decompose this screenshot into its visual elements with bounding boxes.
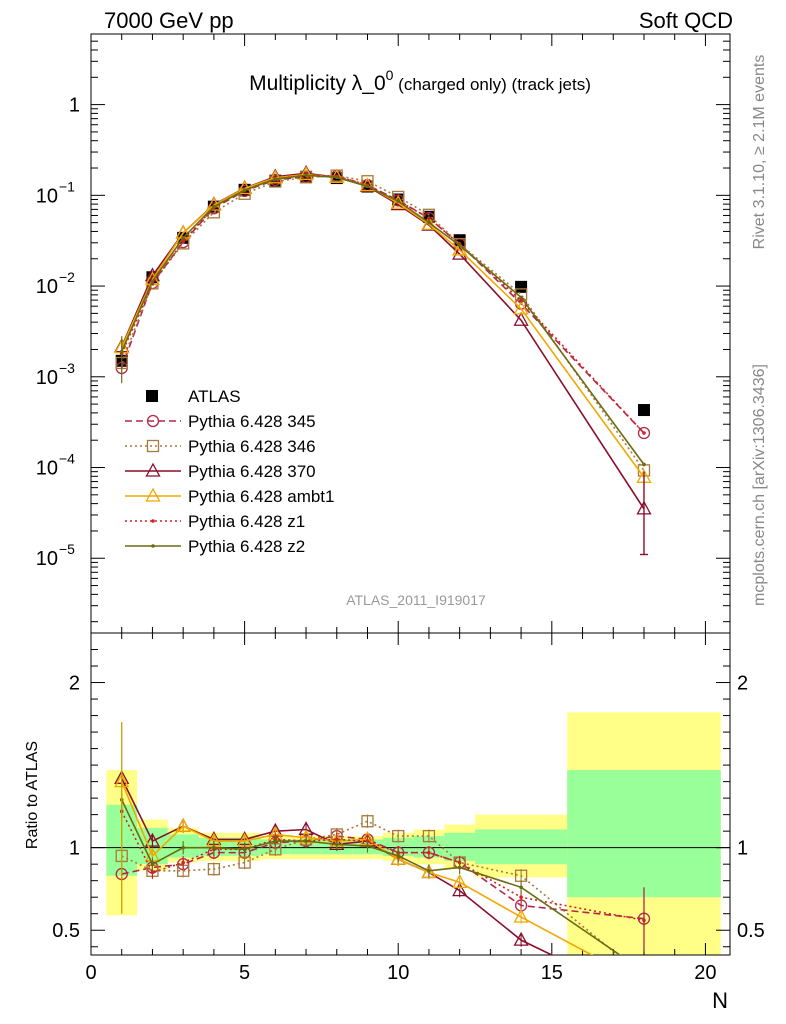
x-tick-label: 15 xyxy=(541,962,563,984)
ratio-line-5 xyxy=(120,799,622,955)
series-point-4 xyxy=(513,300,529,315)
ratio-series-layer xyxy=(114,722,651,955)
series-point-6 xyxy=(212,204,216,209)
series-point-6 xyxy=(365,184,370,189)
series-point-4 xyxy=(267,169,283,184)
series-point-4 xyxy=(237,180,253,195)
ratio-y-tick-label: 2 xyxy=(69,673,80,695)
legend-label: Pythia 6.428 z2 xyxy=(188,537,305,556)
band-green-13 xyxy=(567,770,721,898)
ticks xyxy=(90,33,730,955)
y-tick-label: 10 xyxy=(36,276,58,298)
y-tick-label: 10 xyxy=(36,367,58,389)
ratio-y-tick-label-right: 1 xyxy=(737,838,748,860)
legend-marker xyxy=(151,519,155,523)
series-point-4 xyxy=(390,194,406,209)
ratio-y-tick-label: 1 xyxy=(69,838,80,860)
legend-marker xyxy=(146,390,158,402)
ratio-line-4 xyxy=(121,810,645,922)
legend-label: Pythia 6.428 345 xyxy=(188,412,316,431)
legend-label: Pythia 6.428 ambt1 xyxy=(188,487,334,506)
legend: ATLAS Pythia 6.428 345 Pythia 6.428 346 Pyt… xyxy=(125,387,334,556)
x-tick-label: 10 xyxy=(387,962,409,984)
series-line-6 xyxy=(120,174,645,465)
series-point-3 xyxy=(513,311,529,326)
series-point-6 xyxy=(457,243,462,248)
x-axis-label: N xyxy=(712,988,728,1013)
header-left: 7000 GeV pp xyxy=(104,8,234,33)
series-point-5 xyxy=(181,239,185,244)
side-label-top: Rivet 3.1.10, ≥ 2.1M events xyxy=(751,55,768,250)
series-point-6 xyxy=(642,462,646,467)
ratio-y-tick-label-right: 2 xyxy=(737,673,748,695)
series-point-5 xyxy=(427,216,431,220)
series-point-4 xyxy=(298,166,314,181)
y-tick-exponent: −3 xyxy=(59,360,75,376)
series-point-6 xyxy=(519,295,523,300)
y-tick-label: 10 xyxy=(36,548,58,570)
ratio-y-tick-label: 0.5 xyxy=(52,920,80,942)
series-line-5 xyxy=(120,174,645,434)
x-tick-label: 0 xyxy=(85,962,96,984)
legend-label: Pythia 6.428 z1 xyxy=(188,512,305,531)
legend-label: ATLAS xyxy=(188,387,241,406)
ratio-y-tick-label-right: 0.5 xyxy=(737,920,765,942)
legend-marker xyxy=(145,487,161,502)
y-tick-exponent: −2 xyxy=(59,269,75,285)
side-label-bottom: mcplots.cern.ch [arXiv:1306.3436] xyxy=(751,364,768,606)
legend-marker xyxy=(145,462,161,477)
y-tick-exponent: −5 xyxy=(59,541,75,557)
main-frame xyxy=(90,33,731,634)
band-green-12 xyxy=(475,829,568,865)
atlas-point xyxy=(637,404,650,417)
series-point-6 xyxy=(427,220,431,225)
series-point-6 xyxy=(334,175,339,180)
series-point-6 xyxy=(273,177,278,181)
series-point-5 xyxy=(642,431,646,435)
series-point-6 xyxy=(181,236,185,240)
series-point-1 xyxy=(637,426,651,440)
y-tick-label: 1 xyxy=(69,95,80,117)
ratio-frame xyxy=(90,632,731,956)
ratio-clip-group xyxy=(114,722,651,955)
main-title: Multiplicity λ_00 (charged only) (track … xyxy=(249,67,591,95)
legend-label: Pythia 6.428 346 xyxy=(188,437,316,456)
series-layer xyxy=(114,164,652,556)
atlas-point xyxy=(515,280,528,293)
series-point-6 xyxy=(242,188,247,192)
legend-label: Pythia 6.428 370 xyxy=(188,462,316,481)
series-point-4 xyxy=(421,215,437,230)
ratio-line-3 xyxy=(120,781,594,955)
legend-marker xyxy=(146,414,160,428)
series-point-6 xyxy=(304,173,308,178)
series-point-6 xyxy=(396,199,401,204)
y-tick-exponent: −1 xyxy=(59,178,75,194)
y-tick-exponent: −4 xyxy=(59,451,75,467)
header-right: Soft QCD xyxy=(639,8,733,33)
analysis-label: ATLAS_2011_I919017 xyxy=(346,592,486,608)
legend-marker xyxy=(146,439,160,453)
legend-marker xyxy=(151,544,155,548)
ratio-y-axis-label: Ratio to ATLAS xyxy=(24,741,41,849)
ratio-line-2 xyxy=(121,777,554,955)
series-point-6 xyxy=(150,279,155,284)
y-tick-label: 10 xyxy=(36,185,58,207)
x-tick-label: 5 xyxy=(239,962,250,984)
x-tick-label: 20 xyxy=(694,962,716,984)
series-point-2 xyxy=(422,208,436,221)
y-tick-label: 10 xyxy=(36,458,58,480)
